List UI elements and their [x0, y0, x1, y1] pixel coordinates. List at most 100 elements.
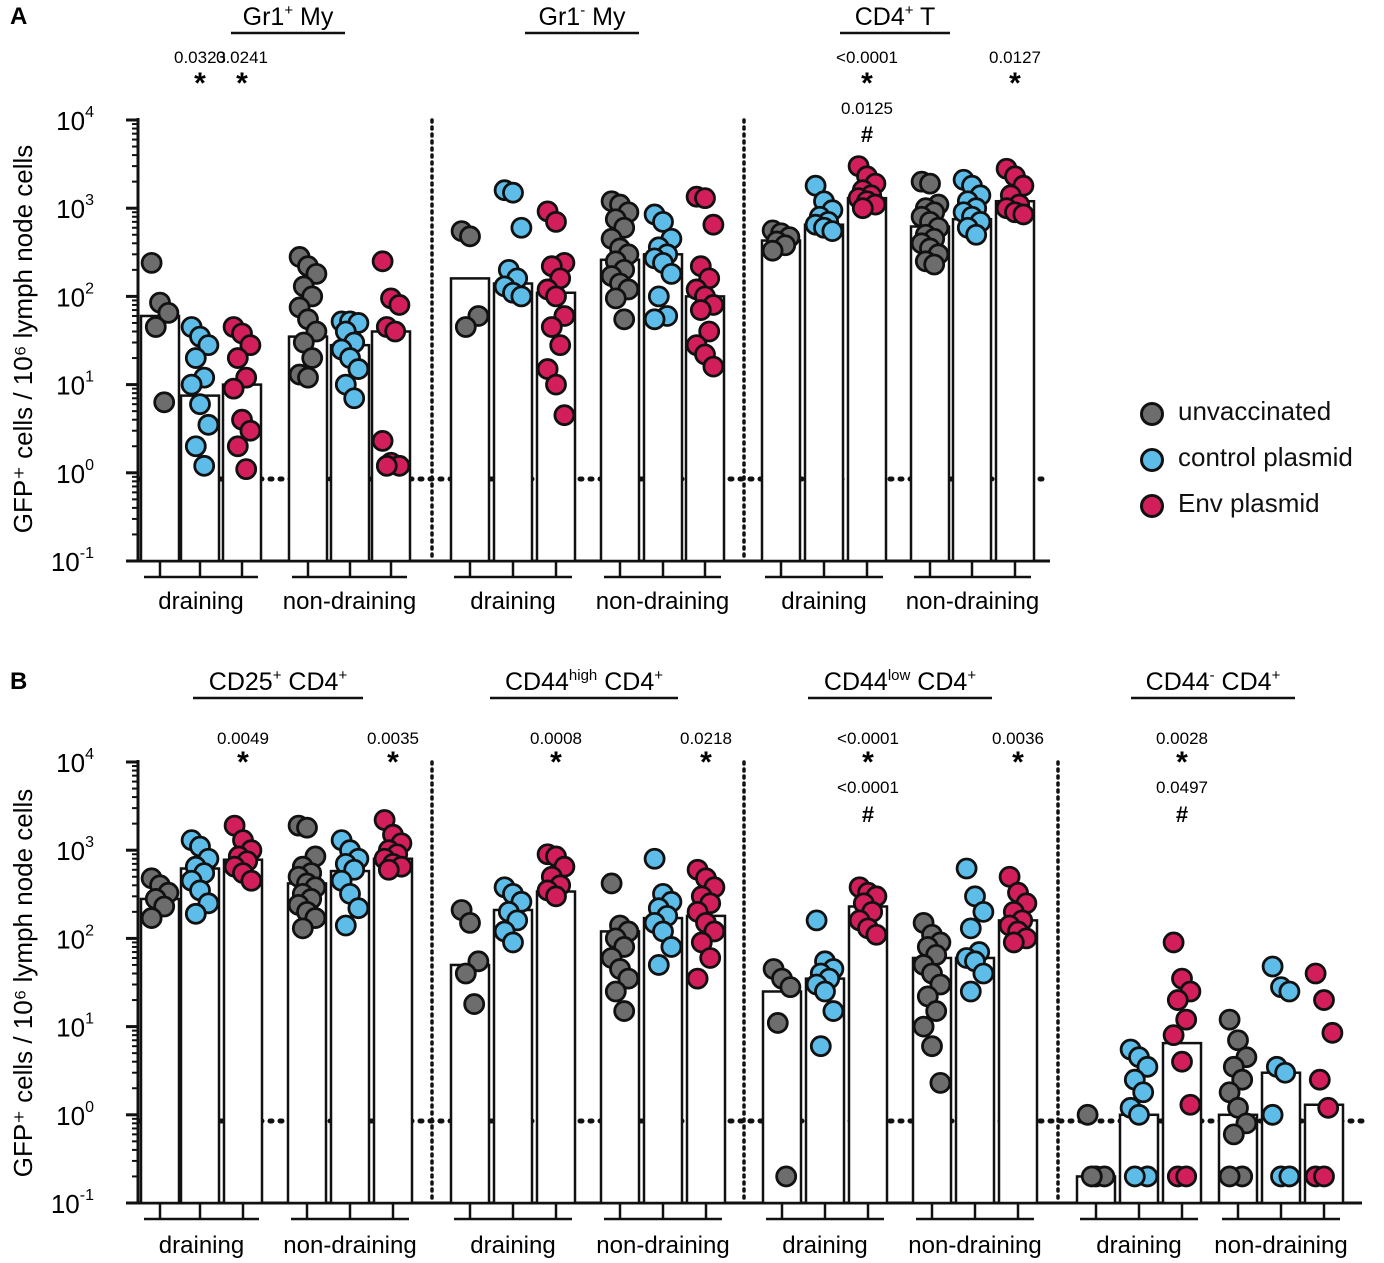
data-point-unvaccinated [613, 308, 636, 331]
panel-a-y-axis-label: GFP⁺ cells / 10⁶ lymph node cells [8, 145, 38, 534]
data-point-control [972, 900, 995, 923]
data-point-env [702, 355, 725, 378]
data-point-env [1304, 962, 1327, 985]
data-point-env [1162, 931, 1185, 954]
data-point-env [1166, 989, 1189, 1011]
data-point-control [652, 210, 674, 233]
data-point-unvaccinated [613, 1000, 636, 1022]
group-non-draining: non-draining [283, 246, 416, 615]
y-tick-label: 10-1 [51, 1187, 94, 1219]
p-value: 0.0241 [216, 48, 268, 67]
bar-unvaccinated [139, 314, 181, 563]
data-point-unvaccinated [463, 993, 486, 1015]
legend-item-control-plasmid: control plasmid [1136, 440, 1381, 486]
data-point-unvaccinated [617, 967, 640, 990]
bar-control [951, 217, 993, 563]
subpanel-1: CD25+​ CD4+​drainingnon-draining0.0049*0… [139, 667, 419, 1259]
panel-a: 10-1 100 101 102 103 104 Gr1+​ My draining non-d… [51, 2, 1053, 615]
data-point-env [1308, 1068, 1331, 1091]
y-tick-label: 101 [56, 369, 94, 401]
legend-marker-control-plasmid [1140, 448, 1164, 472]
bar-unvaccinated [909, 225, 951, 563]
group-label: draining [782, 1232, 867, 1259]
data-point-control [1274, 1061, 1297, 1084]
legend-item-unvaccinated: unvaccinated [1136, 394, 1381, 440]
data-point-control [955, 857, 978, 880]
data-point-control [502, 931, 524, 954]
group-label: non-draining [596, 588, 729, 615]
data-point-control [972, 962, 995, 985]
subpanel-1: Gr1+​ Mydrainingnon-draining0.0323*0.024… [139, 2, 416, 615]
significance-symbol: * [1176, 746, 1188, 779]
data-point-env [549, 334, 572, 357]
data-point-unvaccinated [454, 316, 477, 338]
legend-label-unvaccinated: unvaccinated [1178, 396, 1332, 426]
data-point-control [189, 393, 211, 416]
p-value: 0.0036 [992, 729, 1044, 748]
data-point-env [377, 858, 400, 881]
data-point-unvaccinated [1227, 1029, 1249, 1052]
data-point-unvaccinated [912, 1015, 935, 1038]
significance-annotation: 0.0008* [530, 729, 582, 779]
data-point-env [388, 294, 411, 316]
data-point-control [510, 285, 533, 308]
significance-annotation: 0.0218* [680, 729, 732, 779]
legend-marker-unvaccinated [1140, 402, 1164, 426]
p-value: 0.0049 [217, 729, 269, 748]
group-label: draining [470, 588, 555, 615]
bar-env [222, 858, 264, 1205]
subpanel-3: CD44low​ CD4+​ draining non-draining <0.000… [761, 667, 1044, 1259]
data-point-env [851, 197, 874, 220]
legend-marker-env-plasmid [1140, 494, 1164, 518]
significance-symbol: * [700, 746, 712, 779]
data-point-env [1313, 989, 1335, 1011]
bar-control [492, 908, 534, 1205]
legend-label-control-plasmid: control plasmid [1178, 442, 1353, 472]
y-tick-label: 101 [56, 1011, 94, 1043]
y-tick-label: 103 [56, 192, 94, 224]
significance-symbol: # [861, 122, 873, 147]
legend-label-env-plasmid: Env plasmid [1178, 488, 1320, 518]
subpanel-title: CD44-​ CD4+​ [1146, 667, 1281, 696]
p-value: 0.0125 [841, 99, 893, 118]
group-non-draining: non-draining [1214, 955, 1348, 1259]
data-point-unvaccinated [296, 816, 318, 839]
y-tick-label: 103 [56, 834, 94, 866]
bar-env [535, 890, 577, 1205]
significance-symbol: # [1176, 802, 1188, 827]
y-tick-label: 102 [56, 922, 94, 954]
data-point-env [1162, 1024, 1185, 1047]
significance-annotation: <0.0001*0.0125 # [836, 48, 898, 147]
data-point-unvaccinated [459, 911, 481, 934]
data-point-unvaccinated [925, 1000, 948, 1022]
p-value: 0.0323 [174, 48, 226, 67]
data-point-control [814, 980, 836, 1003]
subpanel-title: Gr1+​ My [243, 2, 334, 31]
subpanel-3: CD4+​ Tdrainingnon-draining<0.0001*0.012… [760, 2, 1041, 615]
group-label: non-draining [283, 1232, 416, 1259]
group-label: non-draining [908, 1232, 1041, 1259]
data-point-control [347, 358, 370, 380]
data-point-control [660, 936, 683, 958]
group-draining: draining [139, 814, 264, 1259]
data-point-control [647, 954, 670, 976]
bar-control [492, 282, 534, 563]
data-point-unvaccinated [921, 1035, 943, 1058]
significance-symbol: * [862, 746, 874, 779]
p-value: 0.0218 [680, 729, 732, 748]
data-point-env [222, 377, 245, 400]
data-point-env [1175, 1165, 1198, 1188]
group-non-draining: non-draining [596, 847, 730, 1259]
group-non-draining: non-draining [596, 185, 729, 615]
bar-env [372, 857, 414, 1205]
data-point-unvaccinated [1218, 1165, 1241, 1188]
data-point-unvaccinated [919, 172, 941, 195]
data-point-control [334, 914, 357, 937]
p-value: 0.0008 [530, 729, 582, 748]
data-point-control [959, 917, 982, 940]
significance-annotation: 0.0035* [367, 729, 419, 779]
significance-annotation: 0.0036* [992, 729, 1044, 779]
group-label: non-draining [283, 588, 416, 615]
data-point-unvaccinated [929, 1071, 952, 1094]
data-point-env [694, 187, 716, 210]
